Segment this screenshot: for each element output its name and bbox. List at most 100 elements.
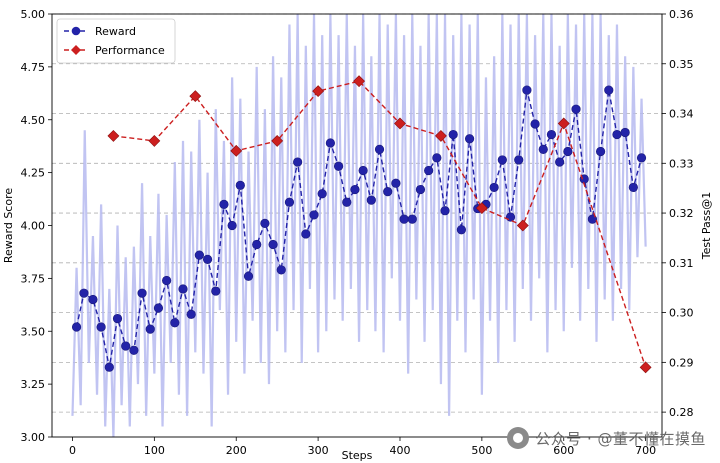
legend-reward-label: Reward — [95, 25, 136, 38]
reward-point — [358, 165, 368, 176]
reward-point — [170, 318, 180, 328]
reward-point — [88, 294, 98, 305]
y2-tick-label: 0.32 — [669, 207, 694, 220]
reward-point — [464, 134, 475, 144]
y2-tick-label: 0.36 — [669, 8, 694, 21]
reward-point — [178, 284, 188, 294]
y2-tick-label: 0.31 — [669, 257, 694, 270]
x-tick-label: 100 — [144, 444, 165, 457]
performance-point — [639, 361, 652, 374]
legend-box — [56, 18, 176, 64]
reward-point — [268, 239, 278, 250]
y-tick-label: 3.50 — [21, 325, 46, 338]
reward-point — [293, 157, 303, 167]
y-tick-label: 4.00 — [21, 220, 46, 233]
y2-tick-label: 0.30 — [669, 307, 694, 320]
x-tick-label: 200 — [226, 444, 247, 457]
reward-point — [571, 104, 581, 114]
y-axis-label: Reward Score — [2, 188, 15, 264]
reward-point — [407, 214, 417, 224]
y-tick-label: 4.25 — [21, 167, 46, 180]
reward-point — [211, 286, 221, 296]
reward-point — [276, 265, 286, 275]
raw-reward-line — [71, 14, 647, 437]
reward-point — [530, 119, 540, 129]
reward-point — [325, 138, 335, 148]
y-tick-label: 5.00 — [21, 8, 46, 21]
reward-point — [440, 206, 450, 216]
reward-point — [366, 195, 376, 205]
performance-point — [516, 219, 529, 232]
y-tick-label: 4.75 — [21, 61, 46, 74]
reward-point — [456, 225, 466, 235]
y-tick-label: 3.75 — [21, 272, 46, 285]
reward-point — [636, 153, 647, 163]
y2-tick-label: 0.35 — [669, 58, 694, 71]
reward-point — [162, 275, 172, 286]
reward-point — [595, 146, 606, 157]
reward-point — [96, 322, 106, 332]
y-tick-label: 3.25 — [21, 378, 46, 391]
reward-point — [333, 161, 344, 171]
reward-point — [497, 155, 507, 165]
x-tick-label: 0 — [69, 444, 76, 457]
legend-performance-label: Performance — [95, 44, 165, 57]
y-tick-label: 3.00 — [21, 431, 46, 444]
reward-point — [342, 197, 352, 207]
legend-reward-marker — [71, 26, 81, 36]
performance-point — [312, 85, 325, 98]
reward-point — [145, 324, 155, 334]
reward-point — [383, 187, 393, 197]
reward-point — [432, 153, 442, 163]
reward-point — [71, 322, 82, 332]
reward-point — [489, 182, 499, 193]
reward-point — [260, 218, 270, 228]
y2-tick-label: 0.34 — [669, 108, 694, 121]
reward-point — [202, 254, 213, 264]
reward-point — [628, 182, 638, 193]
plot-area — [71, 14, 652, 437]
reward-point — [186, 309, 196, 319]
reward-point — [112, 313, 123, 324]
reward-point — [505, 212, 516, 222]
reward-point — [252, 239, 262, 250]
reward-point — [538, 144, 548, 154]
reward-point — [391, 178, 401, 188]
reward-point — [415, 184, 426, 195]
y2-tick-label: 0.28 — [669, 406, 694, 419]
performance-point — [148, 134, 161, 147]
reward-point — [194, 250, 204, 260]
reward-point — [284, 197, 295, 207]
reward-point — [243, 271, 254, 281]
x-axis-label: Steps — [342, 449, 373, 462]
y2-tick-label: 0.33 — [669, 157, 694, 170]
y2-tick-label: 0.29 — [669, 356, 694, 369]
reward-point — [309, 210, 319, 220]
reward-point — [555, 157, 565, 167]
reward-point — [227, 220, 237, 231]
x-tick-label: 600 — [553, 444, 574, 457]
reward-point — [514, 155, 524, 165]
x-tick-label: 300 — [308, 444, 329, 457]
reward-point — [448, 129, 458, 140]
performance-point — [230, 144, 243, 157]
reward-point — [137, 288, 147, 298]
performance-point — [107, 129, 120, 142]
reward-point — [546, 129, 557, 140]
reward-point — [301, 229, 311, 239]
reward-point — [374, 144, 385, 154]
reward-point — [235, 180, 245, 190]
reward-point — [317, 189, 327, 199]
x-tick-label: 400 — [389, 444, 410, 457]
reward-point — [522, 85, 532, 95]
reward-point — [399, 214, 409, 224]
x-tick-label: 500 — [471, 444, 492, 457]
y2-axis-label: Test Pass@1 — [700, 192, 713, 261]
reward-point — [104, 362, 114, 372]
reward-point — [129, 345, 139, 355]
performance-point — [353, 75, 365, 88]
x-tick-label: 700 — [635, 444, 656, 457]
legend: Reward Performance — [56, 18, 176, 64]
reward-point — [121, 341, 131, 351]
